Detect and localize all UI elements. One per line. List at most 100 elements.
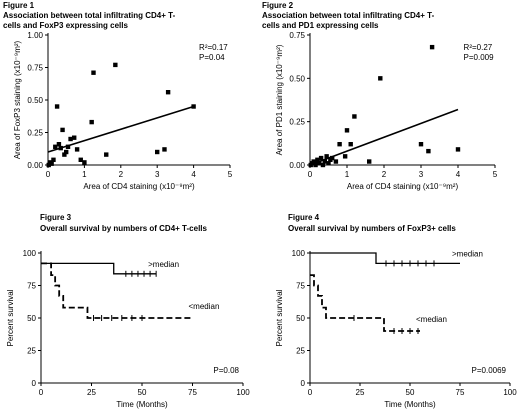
data-point bbox=[91, 70, 96, 75]
y-axis-title: Percent survival bbox=[275, 289, 284, 346]
y-tick-label: 100 bbox=[292, 249, 306, 258]
data-point bbox=[56, 142, 62, 147]
y-tick-label: 0.25 bbox=[289, 118, 305, 127]
x-tick-label: 2 bbox=[382, 170, 387, 179]
y-tick-label: 25 bbox=[27, 347, 36, 356]
series-label: >median bbox=[148, 260, 179, 269]
y-tick-label: 50 bbox=[296, 314, 305, 323]
x-tick-label: 75 bbox=[456, 388, 465, 397]
data-point bbox=[326, 161, 331, 166]
chart-3: Figure 3 Overall survival by numbers of C… bbox=[6, 213, 250, 409]
chart-title-line: Association between total infiltrating C… bbox=[262, 11, 435, 20]
chart-title-line: cells and FoxP3 expressing cells bbox=[3, 21, 129, 30]
x-tick-label: 0 bbox=[46, 170, 51, 179]
regression-line bbox=[47, 105, 194, 153]
data-point bbox=[348, 142, 353, 147]
figure-label: Figure 1 bbox=[3, 1, 35, 10]
data-point bbox=[53, 144, 58, 149]
x-axis-title: Area of CD4 staining (x10⁻⁹m²) bbox=[347, 182, 459, 191]
x-tick-label: 25 bbox=[356, 388, 365, 397]
data-point bbox=[82, 160, 87, 165]
x-tick-label: 3 bbox=[155, 170, 160, 179]
figure-label: Figure 3 bbox=[40, 213, 72, 222]
data-point bbox=[333, 159, 339, 164]
data-point bbox=[455, 147, 461, 152]
p-value-annotation: P=0.08 bbox=[213, 366, 239, 375]
y-axis-title: Area of PD1 staining (x10⁻⁹m²) bbox=[275, 44, 284, 155]
x-tick-label: 50 bbox=[406, 388, 415, 397]
data-point bbox=[51, 157, 56, 162]
data-point bbox=[330, 155, 335, 161]
data-point bbox=[74, 147, 80, 152]
data-point bbox=[337, 142, 342, 147]
data-point bbox=[165, 90, 171, 95]
chart-title-line: Association between total infiltrating C… bbox=[3, 11, 176, 20]
series-label: <median bbox=[416, 315, 447, 324]
survival-curve-below-median bbox=[41, 262, 193, 319]
data-point bbox=[344, 128, 350, 133]
data-point bbox=[46, 162, 51, 168]
data-point bbox=[62, 152, 67, 157]
x-tick-label: 5 bbox=[493, 170, 498, 179]
data-point bbox=[113, 62, 118, 68]
data-point bbox=[68, 136, 73, 142]
data-point bbox=[318, 155, 324, 161]
stat-annotation: P=0.009 bbox=[464, 53, 495, 62]
y-tick-label: 0.50 bbox=[289, 74, 305, 83]
data-point bbox=[64, 149, 69, 155]
stat-annotation: P=0.04 bbox=[199, 53, 225, 62]
chart-title-line: cells and PD1 expressing cells bbox=[262, 21, 379, 30]
data-point bbox=[155, 149, 160, 155]
x-tick-label: 4 bbox=[191, 170, 196, 179]
stat-annotation: R²=0.17 bbox=[199, 43, 228, 52]
chart-title: Overall survival by numbers of FoxP3+ ce… bbox=[288, 224, 456, 233]
x-tick-label: 75 bbox=[188, 388, 197, 397]
chart-title: Overall survival by numbers of CD4+ T-ce… bbox=[40, 224, 208, 233]
x-axis-title: Time (Months) bbox=[384, 400, 436, 409]
data-point bbox=[311, 159, 316, 164]
series-label: <median bbox=[189, 302, 220, 311]
x-tick-label: 50 bbox=[138, 388, 147, 397]
data-point bbox=[313, 162, 318, 168]
data-point bbox=[60, 127, 65, 133]
y-tick-label: 25 bbox=[296, 347, 305, 356]
survival-curve-above-median bbox=[41, 262, 157, 275]
data-point bbox=[162, 147, 167, 152]
y-tick-label: 0.25 bbox=[27, 129, 43, 138]
figure-label: Figure 2 bbox=[262, 1, 294, 10]
x-tick-label: 3 bbox=[419, 170, 424, 179]
y-tick-label: 1.00 bbox=[27, 31, 43, 40]
x-axis-title: Time (Months) bbox=[116, 400, 168, 409]
data-point bbox=[378, 76, 383, 81]
data-point bbox=[317, 161, 322, 166]
x-tick-label: 0 bbox=[39, 388, 44, 397]
stat-annotation: R²=0.27 bbox=[464, 43, 493, 52]
x-tick-label: 1 bbox=[345, 170, 350, 179]
x-tick-label: 100 bbox=[503, 388, 517, 397]
p-value-annotation: P=0.0069 bbox=[472, 366, 507, 375]
x-tick-label: 5 bbox=[228, 170, 233, 179]
data-point bbox=[429, 44, 435, 50]
data-point bbox=[426, 148, 431, 154]
data-point bbox=[72, 135, 77, 140]
x-tick-label: 1 bbox=[82, 170, 87, 179]
y-tick-label: 0 bbox=[301, 379, 306, 388]
x-tick-label: 4 bbox=[456, 170, 461, 179]
data-point bbox=[315, 157, 320, 162]
y-tick-label: 0.00 bbox=[27, 161, 43, 170]
y-tick-label: 100 bbox=[23, 249, 37, 258]
data-point bbox=[54, 104, 60, 109]
x-axis-title: Area of CD4 staining (x10⁻⁹m²) bbox=[83, 182, 195, 191]
y-tick-label: 0 bbox=[32, 379, 37, 388]
y-tick-label: 75 bbox=[296, 282, 305, 291]
data-point bbox=[352, 114, 357, 119]
data-point bbox=[49, 161, 54, 166]
data-point bbox=[418, 142, 424, 147]
data-point bbox=[65, 144, 71, 149]
x-tick-label: 25 bbox=[87, 388, 96, 397]
y-tick-label: 75 bbox=[27, 282, 36, 291]
figure-label: Figure 4 bbox=[288, 213, 320, 222]
chart-4: Figure 4 Overall survival by numbers of F… bbox=[275, 213, 517, 409]
